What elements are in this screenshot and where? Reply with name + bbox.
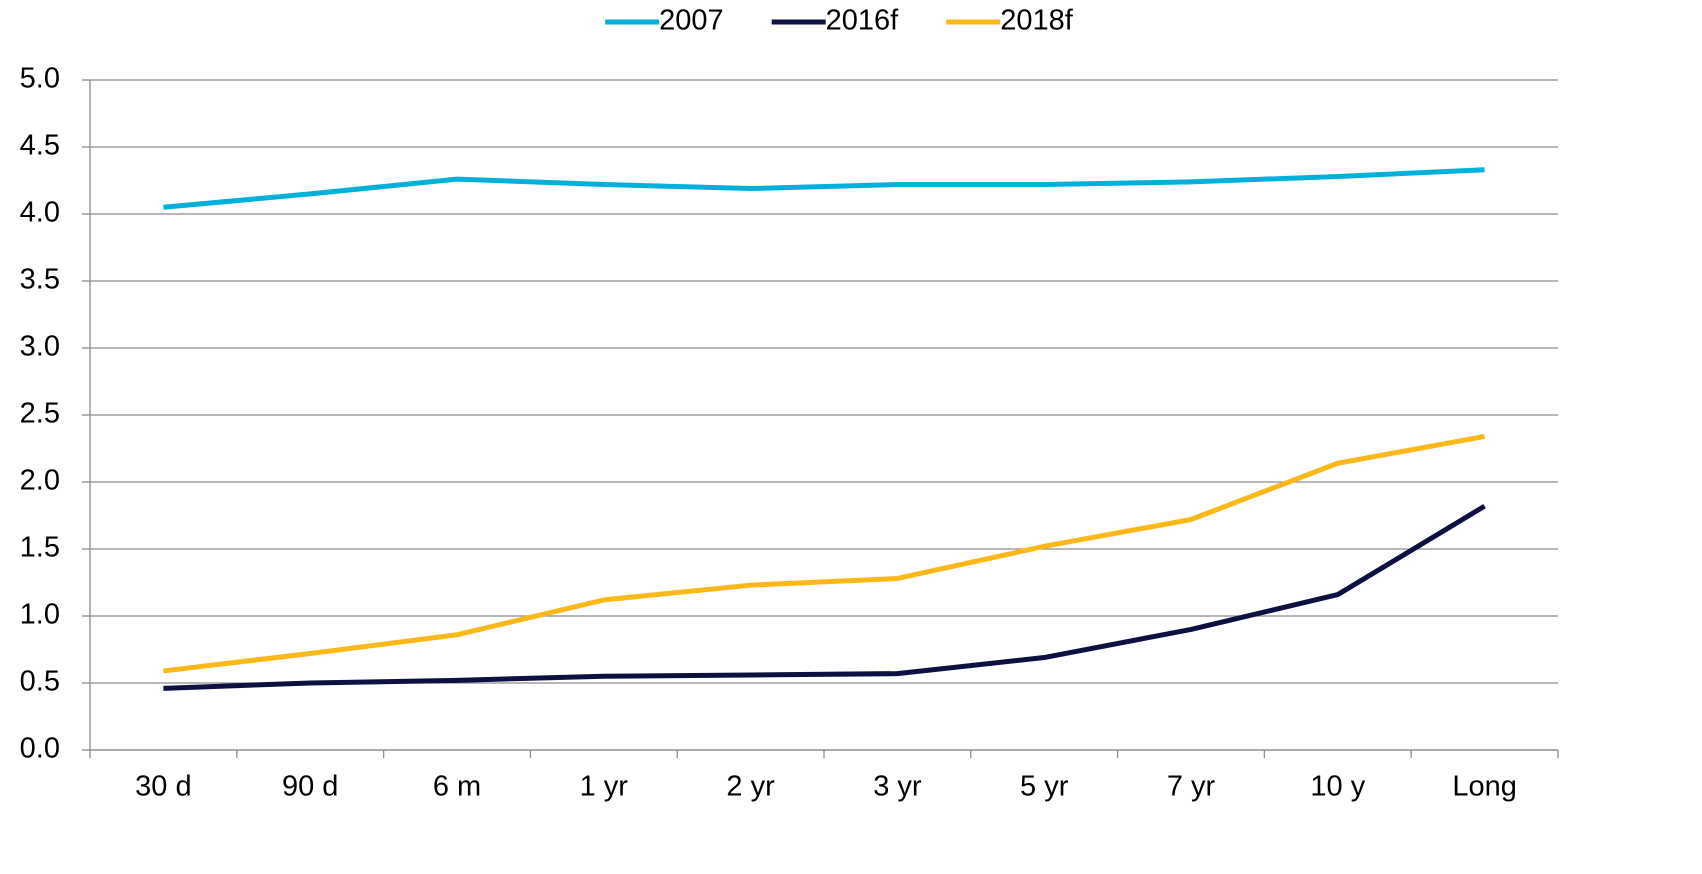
y-tick-label: 3.0 (20, 331, 60, 363)
x-tick-label: 1 yr (580, 771, 629, 803)
x-tick-label: 6 m (433, 771, 481, 803)
y-tick-label: 1.0 (20, 599, 60, 631)
y-tick-label: 1.5 (20, 532, 60, 564)
x-tick-label: 3 yr (873, 771, 922, 803)
x-tick-label: 2 yr (726, 771, 775, 803)
x-tick-label: 10 y (1310, 771, 1365, 803)
y-tick-label: 2.0 (20, 465, 60, 497)
y-tick-label: 5.0 (20, 63, 60, 95)
x-tick-label: 5 yr (1020, 771, 1069, 803)
y-tick-label: 2.5 (20, 398, 60, 430)
legend-label: 2007 (659, 5, 724, 37)
x-tick-label: 90 d (282, 771, 338, 803)
y-tick-label: 3.5 (20, 264, 60, 296)
y-tick-label: 0.5 (20, 666, 60, 698)
series-line (163, 433, 1486, 674)
x-tick-label: Long (1452, 771, 1517, 803)
x-tick-label: 7 yr (1167, 771, 1216, 803)
x-tick-label: 30 d (135, 771, 191, 803)
series-line (163, 167, 1485, 210)
y-tick-label: 0.0 (20, 733, 60, 765)
legend-label: 2018f (1000, 5, 1074, 37)
y-tick-label: 4.5 (20, 130, 60, 162)
legend-label: 2016f (826, 5, 900, 37)
series-line (163, 503, 1486, 691)
y-tick-label: 4.0 (20, 197, 60, 229)
